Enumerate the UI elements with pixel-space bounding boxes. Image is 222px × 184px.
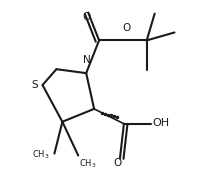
Text: OH: OH xyxy=(153,118,170,128)
Text: S: S xyxy=(31,80,38,90)
Text: CH$_3$: CH$_3$ xyxy=(32,148,50,161)
Text: O: O xyxy=(122,23,130,33)
Text: CH$_3$: CH$_3$ xyxy=(79,158,97,170)
Text: O: O xyxy=(82,12,90,22)
Text: O: O xyxy=(114,158,122,169)
Text: N: N xyxy=(83,55,91,65)
